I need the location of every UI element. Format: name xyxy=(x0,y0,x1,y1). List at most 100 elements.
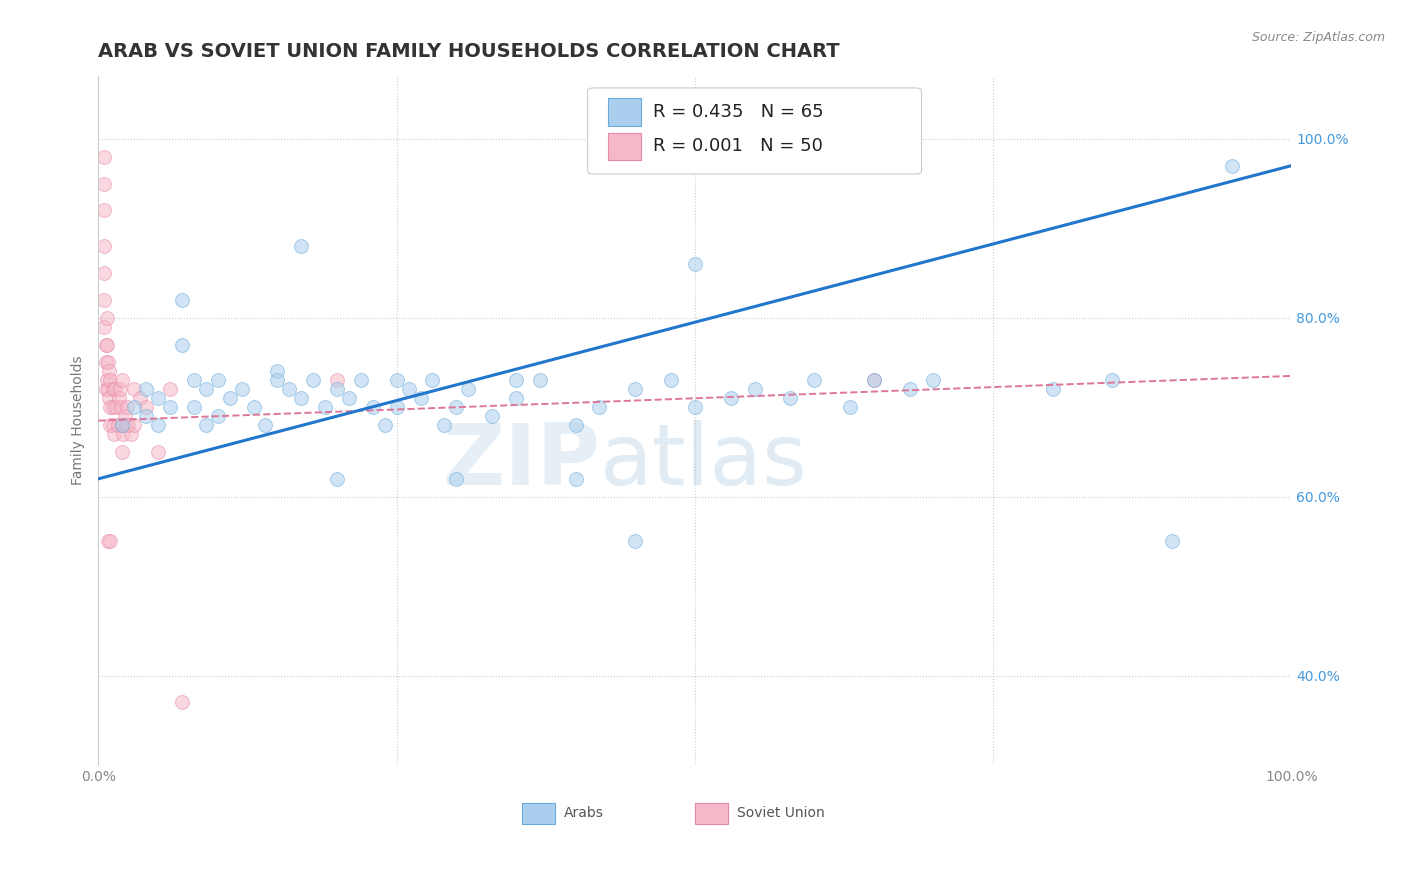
Point xyxy=(146,392,169,406)
Point xyxy=(96,310,118,325)
Point xyxy=(290,392,312,406)
Point xyxy=(1220,159,1243,173)
Point xyxy=(683,401,706,415)
Point xyxy=(720,392,742,406)
Point xyxy=(111,373,134,387)
Point xyxy=(624,382,647,396)
Point xyxy=(110,401,132,415)
Point xyxy=(101,418,124,433)
Point xyxy=(505,373,527,387)
Text: Source: ZipAtlas.com: Source: ZipAtlas.com xyxy=(1251,31,1385,45)
Point xyxy=(744,382,766,396)
Point xyxy=(111,418,134,433)
Point xyxy=(98,373,121,387)
Point xyxy=(326,373,349,387)
Point xyxy=(93,150,115,164)
Point xyxy=(207,373,229,387)
FancyBboxPatch shape xyxy=(522,803,555,823)
Point xyxy=(93,266,115,280)
Point xyxy=(135,409,157,424)
Point xyxy=(194,418,217,433)
Point xyxy=(278,382,301,396)
Point xyxy=(135,401,157,415)
Point xyxy=(122,418,145,433)
Point xyxy=(207,409,229,424)
Point xyxy=(183,373,205,387)
Text: ARAB VS SOVIET UNION FAMILY HOUSEHOLDS CORRELATION CHART: ARAB VS SOVIET UNION FAMILY HOUSEHOLDS C… xyxy=(98,42,839,61)
Point xyxy=(505,392,527,406)
Point xyxy=(94,337,117,351)
Point xyxy=(433,418,456,433)
Point xyxy=(683,257,706,271)
Point xyxy=(446,401,468,415)
Point xyxy=(115,418,138,433)
Point xyxy=(1101,373,1123,387)
Point xyxy=(104,382,127,396)
Point xyxy=(93,319,115,334)
Point xyxy=(862,373,884,387)
Point xyxy=(120,427,142,442)
Point xyxy=(624,534,647,549)
Point xyxy=(135,382,157,396)
Point xyxy=(112,427,135,442)
Point xyxy=(101,401,124,415)
Point xyxy=(103,427,125,442)
Point xyxy=(779,392,801,406)
Point xyxy=(93,177,115,191)
Point xyxy=(481,409,503,424)
FancyBboxPatch shape xyxy=(588,88,921,174)
Point xyxy=(159,401,181,415)
Point xyxy=(108,382,131,396)
Point xyxy=(93,293,115,307)
Text: atlas: atlas xyxy=(599,420,807,503)
Point xyxy=(922,373,945,387)
Point xyxy=(98,364,121,378)
Point xyxy=(314,401,336,415)
Point xyxy=(803,373,825,387)
Point xyxy=(183,401,205,415)
Text: Arabs: Arabs xyxy=(564,806,603,821)
Point xyxy=(839,401,862,415)
Point xyxy=(96,337,118,351)
Point xyxy=(1042,382,1064,396)
Point xyxy=(218,392,240,406)
Point xyxy=(146,445,169,459)
Point xyxy=(101,382,124,396)
Point xyxy=(266,373,288,387)
Point xyxy=(98,418,121,433)
Point xyxy=(114,409,136,424)
Point xyxy=(97,382,120,396)
Point xyxy=(122,401,145,415)
Point xyxy=(1161,534,1184,549)
Point xyxy=(146,418,169,433)
Point xyxy=(385,373,408,387)
Point xyxy=(94,355,117,369)
Point xyxy=(97,355,120,369)
Point xyxy=(105,401,128,415)
Point xyxy=(115,401,138,415)
Point xyxy=(564,472,586,486)
Text: Soviet Union: Soviet Union xyxy=(737,806,824,821)
Point xyxy=(117,418,139,433)
Point xyxy=(398,382,420,396)
Point xyxy=(93,239,115,253)
Point xyxy=(122,382,145,396)
Point xyxy=(111,445,134,459)
Point xyxy=(107,418,129,433)
FancyBboxPatch shape xyxy=(607,98,641,126)
Point xyxy=(97,534,120,549)
Point xyxy=(337,392,360,406)
FancyBboxPatch shape xyxy=(695,803,728,823)
Text: R = 0.001   N = 50: R = 0.001 N = 50 xyxy=(654,137,823,155)
Point xyxy=(159,382,181,396)
Point xyxy=(361,401,384,415)
Point xyxy=(96,373,118,387)
Point xyxy=(659,373,682,387)
Point xyxy=(266,364,288,378)
Point xyxy=(446,472,468,486)
Point xyxy=(93,203,115,218)
Text: ZIP: ZIP xyxy=(441,420,599,503)
Point xyxy=(129,392,152,406)
Point xyxy=(302,373,325,387)
Point xyxy=(170,696,193,710)
